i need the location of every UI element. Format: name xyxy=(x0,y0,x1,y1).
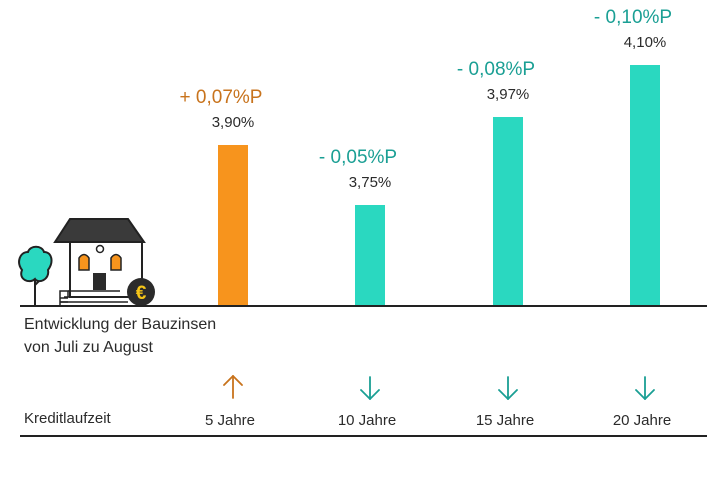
value-label-3: 3,97% xyxy=(487,86,530,103)
arrow-down-icon-3 xyxy=(498,376,518,400)
arrow-up-icon-1 xyxy=(223,375,243,399)
arrow-down-icon-2 xyxy=(360,376,380,400)
arrow-down-icon-4 xyxy=(635,376,655,400)
change-label-4: - 0,10%P xyxy=(594,7,672,28)
change-label-2: - 0,05%P xyxy=(319,147,397,168)
category-label-1: 5 Jahre xyxy=(205,412,255,429)
value-label-2: 3,75% xyxy=(349,174,392,191)
change-label-3: - 0,08%P xyxy=(457,59,535,80)
category-label-4: 20 Jahre xyxy=(613,412,671,429)
euro-coin-icon: € xyxy=(127,278,155,306)
row-label-kreditlaufzeit: Kreditlaufzeit xyxy=(24,410,111,427)
house-illustration: € xyxy=(18,218,155,306)
chart-caption: Entwicklung der Bauzinsen von Juli zu Au… xyxy=(24,313,216,359)
category-label-3: 15 Jahre xyxy=(476,412,534,429)
change-label-1: + 0,07%P xyxy=(180,87,263,108)
value-label-1: 3,90% xyxy=(212,114,255,131)
svg-text:€: € xyxy=(136,283,147,304)
bar-1 xyxy=(218,145,248,305)
value-label-4: 4,10% xyxy=(624,34,667,51)
bar-3 xyxy=(493,117,523,305)
caption-line-2: von Juli zu August xyxy=(24,339,153,356)
tree-icon xyxy=(18,245,53,305)
bar-4 xyxy=(630,65,660,305)
bar-2 xyxy=(355,205,385,305)
caption-line-1: Entwicklung der Bauzinsen xyxy=(24,316,217,333)
category-label-2: 10 Jahre xyxy=(338,412,396,429)
